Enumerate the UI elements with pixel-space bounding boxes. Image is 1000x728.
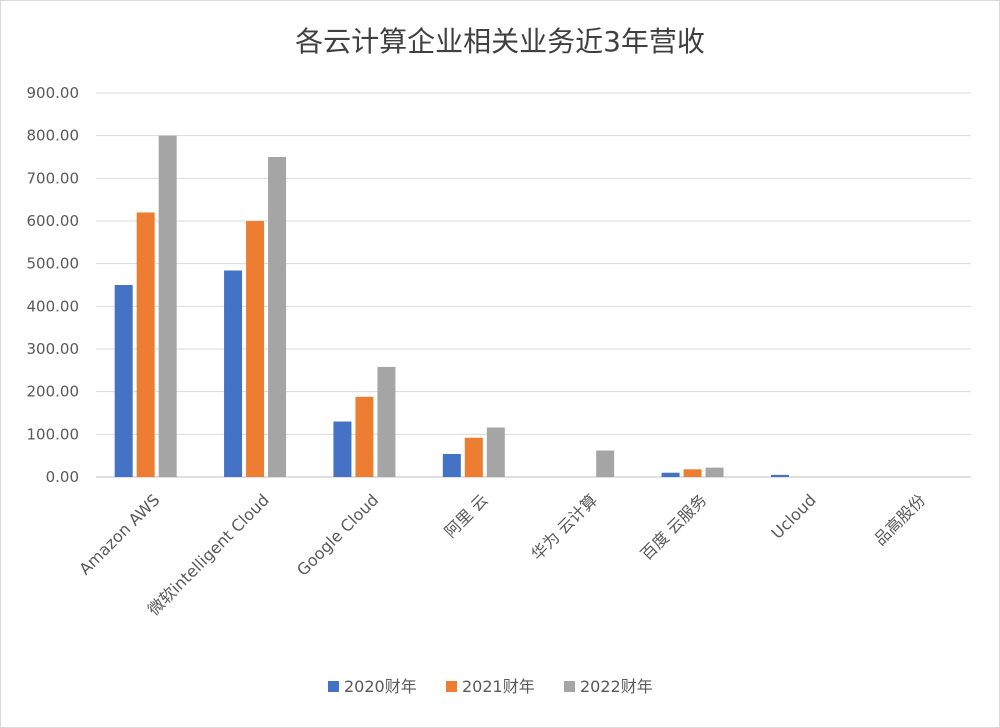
bar — [661, 472, 680, 477]
y-tick-label: 100.00 — [27, 425, 80, 443]
bar — [158, 135, 177, 477]
x-category-label: 微软intelligent Cloud — [144, 490, 273, 619]
y-tick-label: 0.00 — [46, 468, 79, 486]
y-tick-label: 400.00 — [27, 297, 80, 315]
y-tick-label: 600.00 — [27, 212, 80, 230]
legend-label: 2021财年 — [462, 677, 535, 696]
bars — [114, 135, 789, 477]
bar — [683, 469, 702, 477]
x-category-label: Google Cloud — [293, 490, 382, 579]
bar — [355, 396, 374, 477]
legend-swatch — [564, 681, 575, 692]
y-axis-ticks: 0.00 100.00 200.00 300.00 400.00 500.00 600.00… — [27, 84, 80, 486]
x-category-label: 阿里 云 — [441, 490, 492, 541]
x-category-label: Ucloud — [767, 490, 819, 542]
bar — [464, 437, 483, 477]
legend-label: 2022财年 — [580, 677, 653, 696]
y-tick-label: 800.00 — [27, 127, 80, 145]
x-category-label: 品高股份 — [870, 490, 929, 549]
bar — [596, 450, 615, 477]
bar — [246, 221, 265, 477]
y-tick-label: 500.00 — [27, 255, 80, 273]
chart-title: 各云计算企业相关业务近3年营收 — [295, 25, 705, 58]
bar — [136, 212, 155, 477]
x-category-label: 百度 云服务 — [637, 490, 711, 564]
legend: 2020财年 2021财年 2022财年 — [328, 677, 653, 696]
legend-swatch — [328, 681, 339, 692]
bar — [770, 474, 789, 477]
x-category-label: 华为 云计算 — [527, 490, 601, 564]
bar — [442, 453, 461, 477]
legend-label: 2020财年 — [344, 677, 417, 696]
bar — [114, 285, 133, 477]
bar — [705, 467, 724, 477]
y-tick-label: 300.00 — [27, 340, 80, 358]
y-tick-label: 900.00 — [27, 84, 80, 102]
y-tick-label: 200.00 — [27, 383, 80, 401]
bar — [377, 366, 396, 477]
bar — [486, 427, 505, 477]
legend-swatch — [446, 681, 457, 692]
y-tick-label: 700.00 — [27, 169, 80, 187]
bar — [333, 421, 352, 477]
x-category-label: Amazon AWS — [75, 490, 163, 578]
bar — [224, 270, 243, 477]
bar — [268, 157, 287, 477]
